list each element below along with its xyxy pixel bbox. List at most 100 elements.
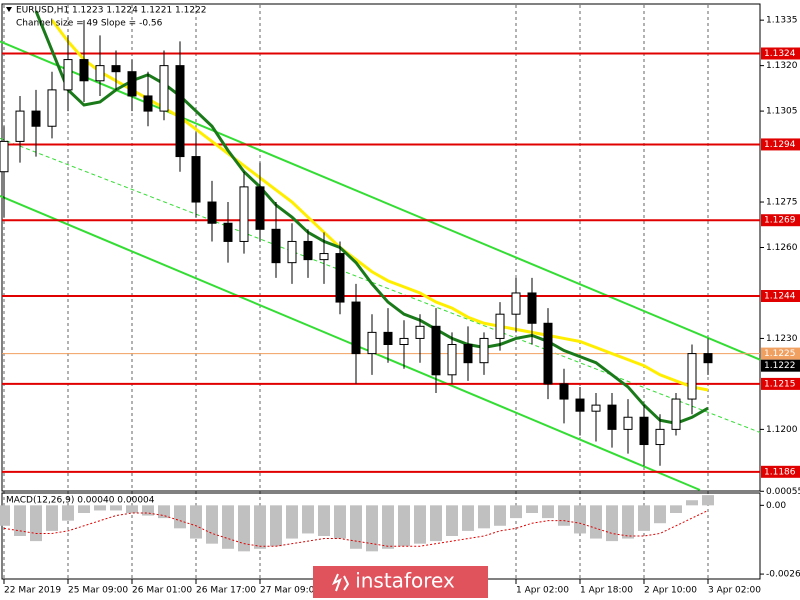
candle-body — [79, 59, 89, 82]
candle-body — [639, 416, 649, 446]
watermark: instaforex — [355, 569, 455, 593]
candle-body — [479, 337, 489, 364]
level-label-box — [761, 377, 800, 390]
candle-body — [655, 428, 665, 446]
price-label: 1.1222 — [764, 361, 796, 371]
macd-bar — [590, 505, 602, 539]
macd-bar — [254, 505, 266, 549]
candle-body — [95, 65, 105, 82]
candle-body — [623, 416, 633, 430]
candle-body — [671, 398, 681, 430]
macd-bar — [0, 505, 10, 526]
candle-body — [367, 331, 377, 355]
candle-body — [335, 253, 345, 303]
macd-bar — [142, 505, 154, 516]
macd-bar — [446, 505, 458, 536]
macd-bar — [78, 505, 90, 513]
macd-bar — [190, 505, 202, 539]
macd-bar — [478, 505, 490, 529]
candle-body — [31, 110, 41, 127]
macd-bar — [30, 505, 42, 542]
macd-bar — [686, 500, 698, 506]
macd-bar — [398, 505, 410, 547]
macd-signal — [3, 509, 709, 547]
candle-body — [607, 404, 617, 430]
candle-body — [0, 140, 9, 173]
y-tick-label: 1.1230 — [766, 334, 798, 344]
candle-body — [111, 65, 121, 73]
candle-body — [255, 186, 265, 230]
level-label: 1.1244 — [764, 292, 796, 302]
macd-bar — [462, 505, 474, 531]
y-tick-label: 1.1200 — [766, 425, 798, 435]
candle-body — [223, 222, 233, 242]
macd-bar — [622, 505, 634, 539]
macd-bar — [270, 505, 282, 547]
candle-body — [559, 383, 569, 400]
candle-body — [319, 253, 329, 261]
macd-bar — [126, 505, 138, 513]
x-tick-label: 27 Mar 09:00 — [260, 586, 320, 596]
macd-bar — [366, 505, 378, 552]
level-label: 1.1294 — [764, 140, 796, 150]
candle-body — [415, 325, 425, 339]
watermark-logo — [331, 573, 350, 592]
candle-body — [207, 201, 217, 224]
level-label-box — [761, 465, 800, 478]
candle-body — [511, 292, 521, 315]
x-tick-label: 3 Apr 02:00 — [708, 586, 761, 596]
macd-bar — [318, 505, 330, 536]
candle-body — [431, 325, 441, 376]
macd-bar — [222, 505, 234, 549]
ask-label-box — [761, 347, 800, 360]
candle-body — [287, 240, 297, 264]
macd-bar — [62, 505, 74, 521]
macd-bar — [510, 505, 522, 519]
level-label-box — [761, 214, 800, 227]
x-tick-label: 22 Mar 2019 — [4, 586, 61, 596]
candle-body — [175, 65, 185, 158]
level-label: 1.1186 — [764, 467, 796, 477]
macd-bar — [430, 505, 442, 542]
level-label-box — [761, 138, 800, 151]
y-tick-label: 1.1260 — [766, 243, 798, 253]
y-tick-label: 1.1320 — [766, 61, 798, 71]
candle-body — [591, 404, 601, 412]
candle-body — [239, 186, 249, 242]
candle-body — [399, 337, 409, 345]
macd-label: MACD(12,26,9) 0.00040 0.00004 — [6, 496, 155, 506]
channel-line — [0, 195, 701, 491]
macd-bar — [654, 505, 666, 524]
macd-bar — [414, 505, 426, 544]
macd-bar — [334, 505, 346, 539]
y-tick-label: 1.1335 — [766, 16, 798, 26]
macd-bar — [158, 505, 170, 519]
macd-bar — [574, 505, 586, 534]
macd-bar — [606, 505, 618, 542]
macd-bar — [302, 505, 314, 534]
candle-body — [15, 110, 25, 142]
candle-body — [447, 344, 457, 376]
macd-bar — [526, 505, 538, 513]
candle-body — [527, 292, 537, 324]
macd-bar — [542, 505, 554, 519]
macd-bar — [174, 505, 186, 529]
macd-tick-label: -0.00269 — [766, 570, 800, 580]
x-tick-label: 26 Mar 01:00 — [132, 586, 192, 596]
level-label: 1.1215 — [764, 379, 796, 389]
macd-bar — [638, 505, 650, 531]
watermark-box — [313, 566, 488, 598]
level-label: 1.1269 — [764, 216, 796, 226]
macd-bar — [702, 495, 714, 506]
macd-bar — [46, 505, 58, 531]
chart-subtitle: Channel size = 49 Slope = -0.56 — [16, 19, 163, 29]
chart-title: EURUSD,H1 1.1223 1.1224 1.1221 1.1222 — [16, 6, 207, 16]
x-tick-label: 25 Mar 09:00 — [68, 586, 128, 596]
candle-body — [495, 313, 505, 339]
candle-body — [159, 65, 169, 112]
macd-bar — [238, 505, 250, 552]
macd-bar — [110, 505, 122, 511]
y-tick-label: 1.1305 — [766, 107, 798, 117]
